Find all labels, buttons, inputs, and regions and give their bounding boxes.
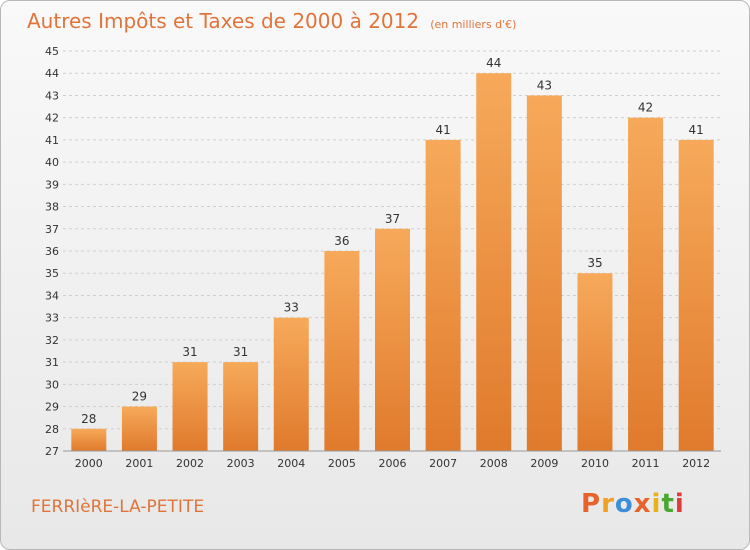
y-tick-label: 38: [45, 201, 59, 214]
y-tick-label: 28: [45, 423, 59, 436]
x-tick-label: 2003: [227, 457, 255, 470]
y-tick-label: 31: [45, 356, 59, 369]
logo-letter: t: [661, 489, 675, 519]
chart-subtitle: (en milliers d'€): [430, 18, 517, 31]
x-tick-label: 2004: [277, 457, 305, 470]
x-tick-label: 2001: [125, 457, 153, 470]
y-tick-label: 43: [45, 89, 59, 102]
x-tick-label: 2007: [429, 457, 457, 470]
x-tick-label: 2009: [530, 457, 558, 470]
x-tick-label: 2002: [176, 457, 204, 470]
y-tick-label: 29: [45, 401, 59, 414]
x-tick-label: 2012: [682, 457, 710, 470]
logo-letter: P: [581, 489, 602, 519]
data-label-2008: 44: [486, 56, 501, 70]
bar-2004: [273, 317, 309, 451]
bar-2010: [577, 273, 613, 451]
title-row: Autres Impôts et Taxes de 2000 à 2012 (e…: [27, 9, 516, 33]
logo-letter: i: [651, 489, 662, 519]
y-tick-label: 33: [45, 312, 59, 325]
data-label-2007: 41: [435, 123, 450, 137]
data-label-2009: 43: [537, 78, 552, 92]
commune-name: FERRIèRE-LA-PETITE: [31, 497, 205, 517]
data-label-2000: 28: [81, 412, 96, 426]
y-tick-label: 30: [45, 378, 59, 391]
y-tick-label: 40: [45, 156, 59, 169]
x-tick-label: 2006: [379, 457, 407, 470]
x-tick-label: 2000: [75, 457, 103, 470]
data-label-2011: 42: [638, 101, 653, 115]
logo-letter: o: [614, 489, 634, 519]
data-label-2006: 37: [385, 212, 400, 226]
y-tick-label: 32: [45, 334, 59, 347]
bar-2001: [121, 406, 157, 451]
x-tick-label: 2005: [328, 457, 356, 470]
bar-2003: [223, 362, 259, 451]
bar-2012: [678, 139, 714, 451]
x-tick-label: 2010: [581, 457, 609, 470]
bars: [71, 73, 714, 452]
bar-2006: [375, 228, 410, 451]
y-tick-label: 36: [45, 245, 59, 258]
chart-title: Autres Impôts et Taxes de 2000 à 2012: [27, 9, 420, 33]
data-label-2012: 41: [689, 123, 704, 137]
x-tick-label: 2008: [480, 457, 508, 470]
bar-2005: [324, 251, 360, 451]
y-tick-label: 39: [45, 178, 59, 191]
bar-2008: [476, 73, 512, 451]
data-label-2002: 31: [182, 345, 197, 359]
data-labels: 28 29 31 31 33 36 37 41 44 43 35 42 41: [81, 56, 704, 426]
y-tick-label: 44: [45, 67, 59, 80]
data-label-2010: 35: [587, 256, 602, 270]
bar-2009: [526, 95, 562, 451]
x-axis-ticks: 2000 2001 2002 2003 2004 2005 2006 2007 2008 2009…: [75, 457, 710, 470]
y-tick-label: 42: [45, 112, 59, 125]
bar-2002: [172, 362, 208, 451]
y-tick-label: 34: [45, 289, 59, 302]
logo-letter: i: [674, 489, 685, 519]
logo-letter: r: [601, 489, 615, 519]
data-label-2005: 36: [334, 234, 349, 248]
proxiti-logo: Proxiti: [581, 489, 685, 519]
bar-2011: [628, 117, 664, 452]
y-tick-label: 37: [45, 223, 59, 236]
logo-letter: x: [633, 489, 652, 519]
bar-2000: [71, 428, 107, 451]
y-tick-label: 35: [45, 267, 59, 280]
x-tick-label: 2011: [632, 457, 660, 470]
data-label-2004: 33: [284, 301, 299, 315]
y-axis-ticks: 27 28 29 30 31 32 33 34 35 36 37 38 39 40 41 42 43 44 45: [45, 45, 59, 458]
y-tick-label: 41: [45, 134, 59, 147]
bar-2007: [425, 139, 461, 451]
y-tick-label: 27: [45, 445, 59, 458]
y-tick-label: 45: [45, 45, 59, 58]
data-label-2001: 29: [132, 390, 147, 404]
data-label-2003: 31: [233, 345, 248, 359]
